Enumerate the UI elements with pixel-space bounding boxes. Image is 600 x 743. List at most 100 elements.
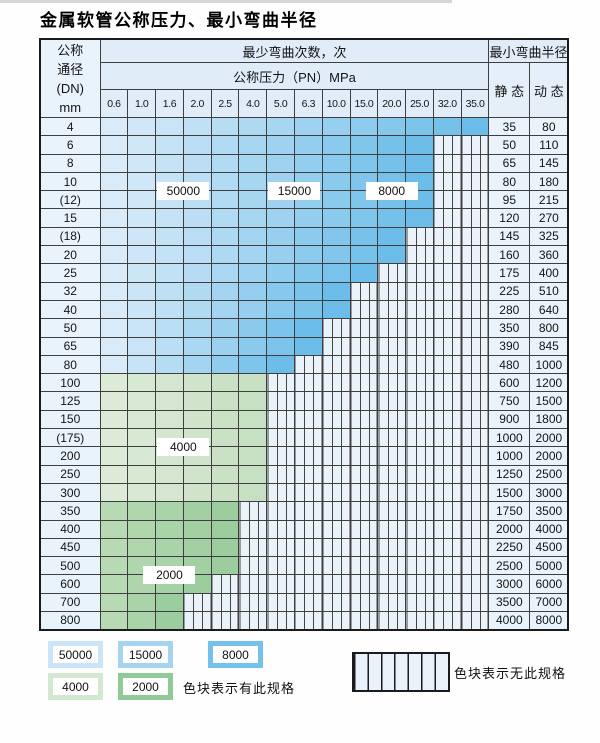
no-spec-cell: [460, 391, 490, 411]
spec-cell: [99, 299, 129, 320]
no-spec-cell: [321, 391, 351, 411]
no-spec-cell: [460, 556, 490, 576]
no-spec-cell: [349, 611, 379, 631]
static-value-cell: 750: [488, 391, 531, 411]
no-spec-cell: [321, 373, 351, 393]
dn-cell: 8: [39, 153, 101, 173]
no-spec-cell: [432, 519, 462, 539]
spec-cell: [155, 153, 184, 173]
spec-cell: [266, 263, 295, 283]
no-spec-cell: [293, 592, 323, 613]
dynamic-value-cell: 1200: [529, 373, 569, 393]
pressure-tick-cell: 6.3: [293, 89, 323, 118]
no-spec-cell: [432, 299, 462, 320]
spec-cell: [210, 391, 240, 411]
static-value-cell: 35: [488, 116, 531, 137]
dynamic-value-cell: 145: [529, 153, 569, 173]
no-spec-cell: [349, 592, 379, 613]
spec-cell: [321, 226, 351, 247]
no-spec-cell: [349, 537, 379, 558]
no-spec-cell: [210, 611, 240, 631]
no-spec-cell: [460, 446, 490, 466]
pressure-header-cell: 公称压力（PN）MPa: [99, 62, 490, 90]
no-spec-cell: [377, 281, 407, 301]
no-spec-cell: [266, 409, 295, 430]
no-spec-cell: [460, 354, 490, 375]
dn-cell: 250: [39, 464, 101, 484]
no-spec-cell: [349, 318, 379, 338]
no-spec-cell: [460, 574, 490, 594]
dn-cell: 25: [39, 263, 101, 283]
dynamic-header-cell: 动 态: [529, 62, 569, 118]
spec-cell: [238, 263, 268, 283]
cycle-count-label: 4000: [157, 437, 210, 456]
no-spec-cell: [321, 354, 351, 375]
no-spec-cell: [238, 574, 268, 594]
table-row: 65 390 845: [39, 336, 569, 356]
spec-cell: [377, 153, 407, 173]
dn-cell: 50: [39, 318, 101, 338]
static-value-cell: 175: [488, 263, 531, 283]
spec-cell: [155, 611, 184, 631]
no-spec-cell: [460, 153, 490, 173]
cycle-count-label: 8000: [365, 181, 418, 200]
spec-cell: [182, 482, 212, 503]
spec-cell: [210, 263, 240, 283]
no-spec-cell: [405, 556, 434, 576]
spec-cell: [210, 226, 240, 247]
no-spec-cell: [293, 373, 323, 393]
no-spec-cell: [432, 501, 462, 521]
static-value-cell: 145: [488, 226, 531, 247]
spec-cell: [405, 135, 434, 155]
cycles-header-cell: 最少弯曲次数，次: [99, 38, 490, 63]
no-spec-cell: [238, 519, 268, 539]
no-spec-cell: [321, 537, 351, 558]
spec-cell: [210, 501, 240, 521]
pressure-tick-cell: 25.0: [405, 89, 434, 118]
legend-swatch-label: 2000: [123, 678, 168, 695]
spec-cell: [99, 135, 129, 155]
static-value-cell: 80: [488, 171, 531, 192]
spec-cell: [99, 611, 129, 631]
legend-note-available: 色块表示有此规格: [183, 681, 296, 696]
table-row: 25 175 400: [39, 263, 569, 283]
spec-cell: [321, 153, 351, 173]
no-spec-cell: [293, 464, 323, 484]
no-spec-cell: [349, 464, 379, 484]
spec-cell: [293, 299, 323, 320]
spec-cell: [182, 464, 212, 484]
table-row: 300 1500 3000: [39, 482, 569, 503]
spec-cell: [99, 171, 129, 192]
spec-cell: [182, 336, 212, 356]
no-spec-cell: [293, 354, 323, 375]
no-spec-cell: [293, 428, 323, 448]
spec-cell: [321, 281, 351, 301]
spec-cell: [127, 226, 157, 247]
no-spec-cell: [293, 611, 323, 631]
dynamic-value-cell: 3000: [529, 482, 569, 503]
dn-cell: 400: [39, 519, 101, 539]
spec-cell: [155, 281, 184, 301]
static-value-cell: 1000: [488, 428, 531, 448]
spec-cell: [210, 190, 240, 210]
no-spec-cell: [321, 336, 351, 356]
dn-cell: 200: [39, 446, 101, 466]
no-spec-cell: [349, 391, 379, 411]
no-spec-cell: [377, 299, 407, 320]
scan-edge-artifact: [0, 0, 452, 3]
spec-cell: [99, 519, 129, 539]
no-spec-cell: [321, 446, 351, 466]
table-row: 450 2250 4500: [39, 537, 569, 558]
spec-cell: [155, 409, 184, 430]
dn-cell: 10: [39, 171, 101, 192]
dn-cell: 20: [39, 245, 101, 265]
dynamic-value-cell: 80: [529, 116, 569, 137]
spec-cell: [293, 263, 323, 283]
spec-cell: [155, 208, 184, 228]
table-row: 600 3000 6000: [39, 574, 569, 594]
no-spec-cell: [266, 428, 295, 448]
spec-cell: [293, 153, 323, 173]
no-spec-cell: [460, 226, 490, 247]
legend-swatch-15000: 15000: [118, 641, 173, 668]
spec-cell: [99, 281, 129, 301]
